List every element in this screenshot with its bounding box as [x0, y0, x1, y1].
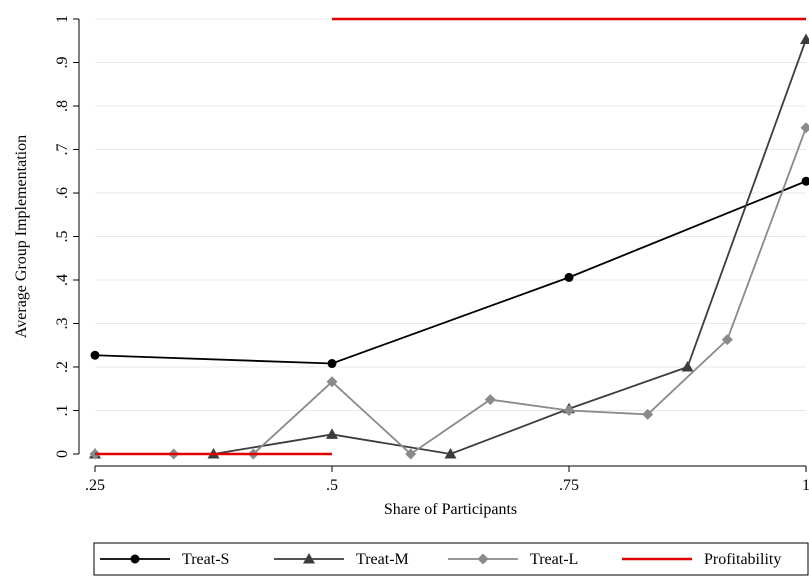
legend-label: Treat-L: [530, 551, 578, 568]
data-point: [800, 33, 809, 44]
data-point: [563, 405, 575, 416]
y-tick-label: .1: [54, 405, 71, 417]
x-tick-label: .5: [326, 477, 338, 494]
legend-label: Treat-S: [182, 551, 229, 568]
data-point: [721, 334, 733, 346]
data-point: [681, 361, 694, 372]
data-point: [800, 122, 809, 134]
series-line: [95, 127, 807, 456]
y-tick-label: .9: [54, 57, 71, 69]
series-treat-s: [90, 176, 809, 369]
y-tick-label: .8: [54, 100, 71, 112]
data-point: [327, 359, 337, 369]
x-axis-title: Share of Participants: [384, 501, 517, 518]
series-treat-l: [89, 122, 809, 460]
x-tick-label: 1: [802, 477, 809, 494]
y-tick-label: .7: [54, 144, 71, 156]
data-point: [642, 408, 654, 420]
axes: 0 .1 .2 .3 .4 .5 .6 .7 .8 .9 1 .25 .5 .75 1: [54, 15, 809, 494]
data-point: [444, 448, 457, 459]
y-tick-label: 0: [54, 450, 71, 458]
series-group: [89, 17, 809, 460]
series-line: [94, 180, 807, 365]
y-tick-label: .4: [54, 274, 71, 286]
legend-label: Profitability: [704, 551, 781, 568]
legend-swatch-marker: [477, 553, 489, 565]
data-point: [405, 448, 417, 460]
series-treat-m: [89, 33, 809, 459]
data-point: [90, 350, 100, 360]
data-point: [484, 394, 496, 406]
grid-lines: [95, 18, 806, 411]
legend-swatch-marker: [130, 554, 140, 564]
data-point: [326, 376, 338, 388]
y-axis-title: Average Group Implementation: [13, 135, 30, 338]
data-point: [801, 176, 809, 186]
series-profitability: [95, 17, 806, 456]
legend-label: Treat-M: [356, 551, 409, 568]
x-tick-label: .25: [85, 477, 105, 494]
y-tick-label: .6: [54, 187, 71, 199]
y-tick-label: .2: [54, 361, 71, 373]
y-tick-label: 1: [54, 15, 71, 23]
series-line: [95, 39, 807, 455]
y-tick-label: .3: [54, 318, 71, 330]
y-tick-label: .5: [54, 231, 71, 243]
x-tick-label: .75: [559, 477, 579, 494]
data-point: [326, 428, 338, 439]
data-point: [564, 272, 574, 282]
legend: Treat-S Treat-M Treat-L Profitability: [93, 542, 809, 576]
legend-swatch-marker: [303, 553, 315, 564]
